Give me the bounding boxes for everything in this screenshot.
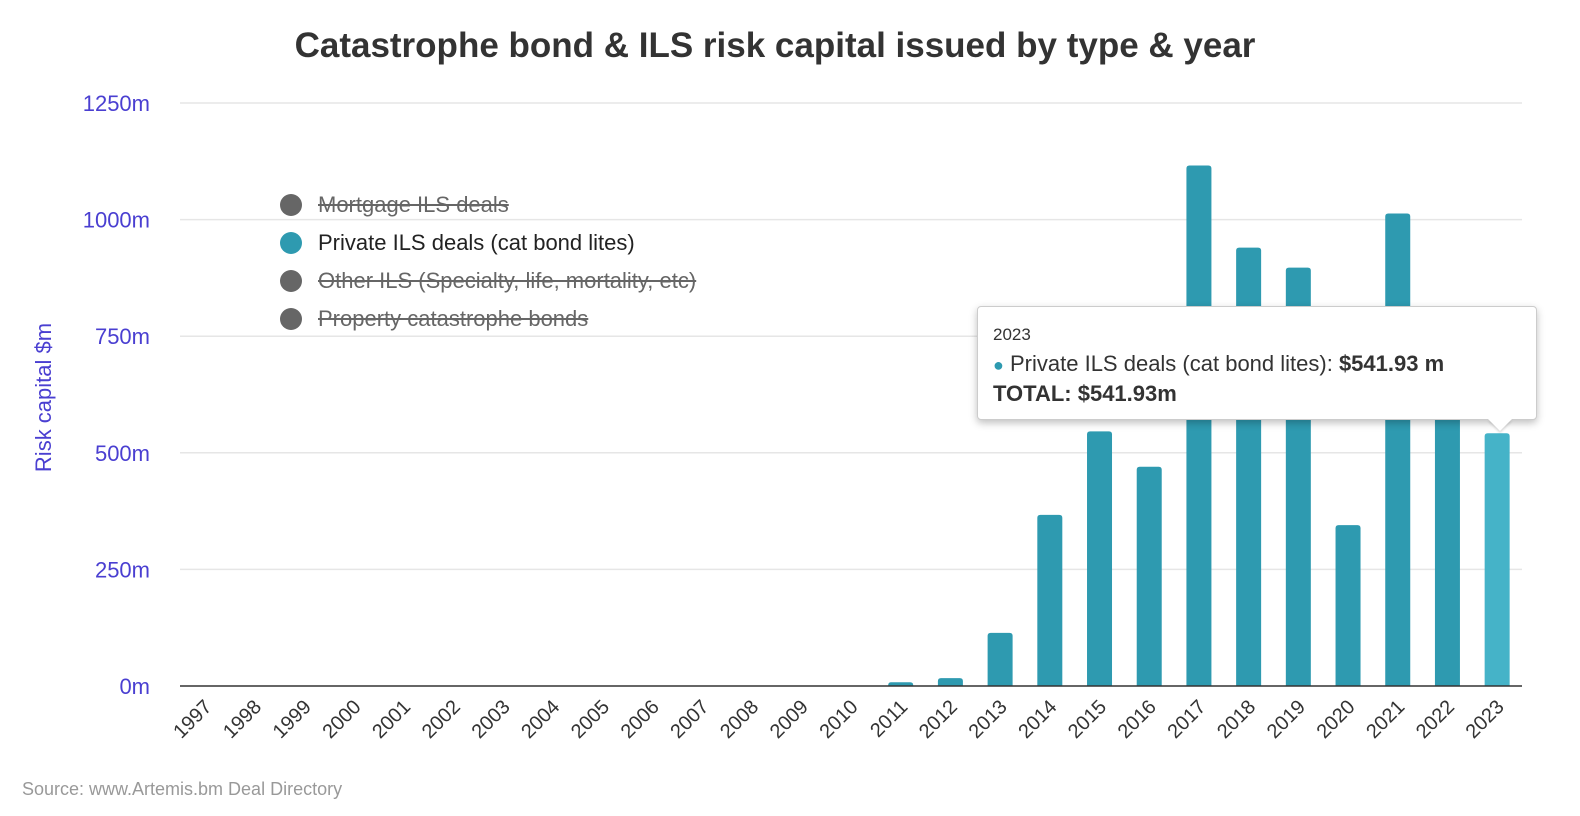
legend-item[interactable]: Property catastrophe bonds [280,300,696,338]
legend: Mortgage ILS deals Private ILS deals (cat… [280,186,696,338]
y-axis-label: Risk capital $m [31,323,56,472]
tooltip-value: $541.93 m [1338,351,1445,376]
x-tick-label: 2019 [1263,696,1310,743]
tooltip: 2023 ● Private ILS deals (cat bond lites… [977,306,1537,420]
x-tick-label: 2007 [666,696,713,743]
chart-title: Catastrophe bond & ILS risk capital issu… [294,26,1256,65]
x-tick-label: 2008 [716,696,763,743]
legend-item[interactable]: Private ILS deals (cat bond lites) [280,224,696,262]
x-tick-label: 1999 [269,696,316,743]
x-tick-label: 2018 [1213,696,1260,743]
x-tick-label: 2012 [915,696,962,743]
legend-dot-icon [280,270,302,292]
bar-2020 [1335,525,1361,686]
x-tick-label: 2000 [318,696,365,743]
source-credit[interactable]: Source: www.Artemis.bm Deal Directory [22,779,343,799]
x-tick-label: 2015 [1064,696,1111,743]
y-tick-label: 750m [95,324,150,349]
tooltip-series-dot: ● [993,355,1004,375]
x-tick-label: 2022 [1412,696,1459,743]
tooltip-arrow [1488,419,1512,431]
legend-label: Private ILS deals (cat bond lites) [318,230,635,255]
x-tick-label: 2011 [866,696,912,742]
x-tick-label: 2016 [1114,696,1161,743]
y-tick-label: 1250m [83,91,150,116]
bar-2022 [1434,359,1460,686]
legend-dot-icon [280,194,302,216]
x-tick-label: 1998 [219,696,266,743]
x-tick-label: 2021 [1362,696,1409,743]
x-tick-label: 2004 [517,696,564,743]
bar-2013 [987,632,1013,686]
bar-2017 [1186,165,1212,686]
legend-item[interactable]: Mortgage ILS deals [280,186,696,224]
y-tick-label: 0m [119,674,150,699]
x-tick-label: 2010 [816,696,863,743]
y-tick-label: 250m [95,557,150,582]
bar-2011 [888,682,914,686]
tooltip-series-label: Private ILS deals (cat bond lites): [1010,351,1339,376]
x-tick-label: 2013 [965,696,1012,743]
bar-2023 [1484,433,1510,686]
x-tick-label: 2002 [418,696,465,743]
tooltip-year: 2023 [993,325,1031,344]
x-tick-label: 2005 [567,696,614,743]
x-tick-label: 2023 [1462,696,1509,743]
x-tick-label: 2009 [766,696,813,743]
legend-dot-icon [280,232,302,254]
legend-label: Other ILS (Specialty, life, mortality, e… [318,268,697,293]
bar-2021 [1385,213,1411,686]
x-tick-label: 1997 [169,696,216,743]
legend-dot-icon [280,308,302,330]
x-tick-label: 2001 [368,696,415,743]
x-tick-label: 2006 [617,696,664,743]
bar-2016 [1136,466,1162,686]
bar-2012 [937,678,963,686]
x-tick-label: 2014 [1014,696,1061,743]
x-tick-label: 2003 [468,696,515,743]
y-tick-label: 500m [95,441,150,466]
legend-label: Mortgage ILS deals [318,192,509,217]
y-tick-label: 1000m [83,208,150,233]
legend-label: Property catastrophe bonds [318,306,589,331]
x-tick-label: 2020 [1313,696,1360,743]
bar-2014 [1037,514,1063,686]
legend-item[interactable]: Other ILS (Specialty, life, mortality, e… [280,262,696,300]
x-tick-label: 2017 [1163,696,1210,743]
tooltip-total: TOTAL: $541.93m [993,381,1177,406]
bar-2015 [1087,431,1113,686]
